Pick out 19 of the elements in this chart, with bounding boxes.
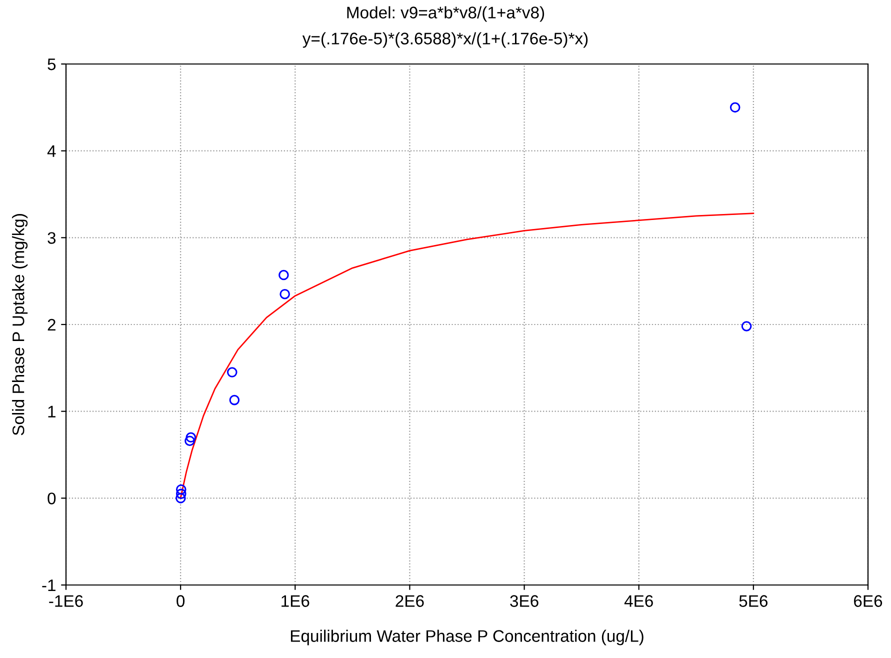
y-tick-label: 1 (48, 406, 56, 418)
x-tick-label: 1E6 (282, 595, 310, 607)
x-tick-label: 5E6 (739, 595, 768, 607)
x-tick-label: 0 (176, 595, 185, 607)
x-axis-title: Equilibrium Water Phase P Concentration (ug/L) (290, 630, 644, 646)
x-tick-label: 3E6 (510, 595, 538, 607)
chart-subtitle: y=(.176e-5)*(3.6588)*x/(1+(.176e-5)*x) (302, 32, 588, 48)
y-tick-label: 0 (48, 492, 56, 504)
x-tick-label: -1E6 (49, 595, 83, 607)
x-tick-label: 6E6 (854, 595, 882, 607)
y-tick-label: 5 (48, 58, 56, 70)
y-tick-label: 3 (48, 232, 56, 244)
y-tick-label: 2 (48, 318, 56, 331)
y-tick-label: -1 (42, 580, 56, 592)
y-axis-title: Solid Phase P Uptake (mg/kg) (12, 214, 28, 436)
x-tick-label: 2E6 (396, 595, 424, 607)
chart-title: Model: v9=a*b*v8/(1+a*v8) (347, 6, 544, 22)
x-tick-label: 4E6 (624, 595, 653, 607)
y-tick-label: 4 (47, 145, 56, 157)
